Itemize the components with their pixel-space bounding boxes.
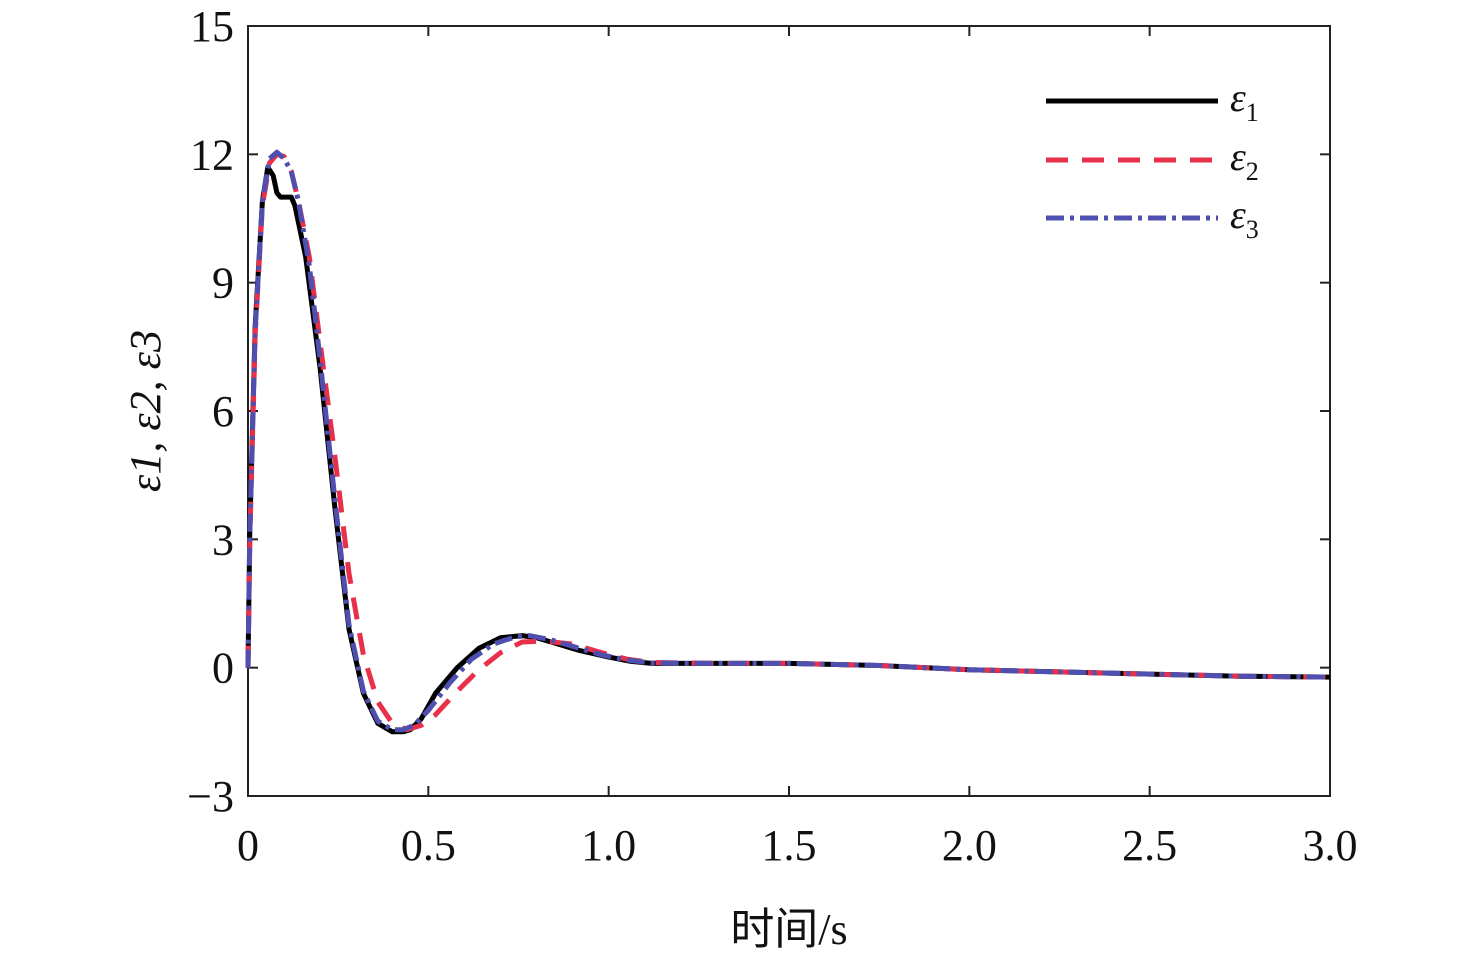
y-tick-label: 0	[212, 644, 234, 693]
y-tick-label: 15	[190, 2, 234, 51]
x-tick-label: 0.5	[401, 821, 456, 870]
x-tick-label: 0	[237, 821, 259, 870]
legend-label-1: ε1	[1230, 75, 1259, 127]
x-tick-label: 2.0	[942, 821, 997, 870]
y-tick-label: −3	[187, 772, 234, 821]
legend-label-2: ε2	[1230, 134, 1259, 186]
y-tick-label: 12	[190, 130, 234, 179]
x-tick-label: 1.5	[762, 821, 817, 870]
y-tick-label: 6	[212, 387, 234, 436]
legend-label-3: ε3	[1230, 192, 1259, 244]
series-lines	[245, 149, 1331, 735]
x-tick-label: 2.5	[1122, 821, 1177, 870]
y-axis-title: ε1, ε2, ε3	[121, 330, 170, 492]
x-tick-label: 3.0	[1303, 821, 1358, 870]
y-tick-label: 9	[212, 259, 234, 308]
legend: ε1 ε2 ε3	[1046, 75, 1259, 244]
x-axis-title: 时间/s	[730, 905, 847, 954]
plot-area	[247, 25, 1331, 797]
y-axis: −3 0 3 6 9 12 15	[187, 2, 1330, 821]
y-tick-label: 3	[212, 515, 234, 564]
x-tick-label: 1.0	[581, 821, 636, 870]
x-axis: 0 0.5 1.0 1.5 2.0 2.5 3.0	[237, 26, 1358, 870]
series-line-3	[245, 149, 1331, 733]
